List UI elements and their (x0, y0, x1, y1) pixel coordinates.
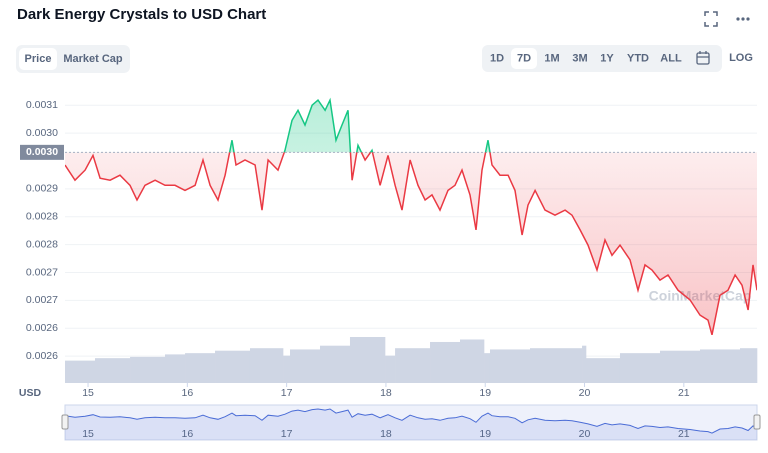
y-tick-label: 0.0031 (26, 99, 58, 111)
range-label[interactable]: 1D (490, 52, 504, 64)
navigator-tick-label: 16 (181, 428, 193, 440)
navigator-area (65, 409, 757, 440)
navigator-tick-label: 18 (380, 428, 392, 440)
volume-bar (283, 355, 291, 383)
range-label[interactable]: 7D (517, 52, 531, 64)
x-tick-label: 16 (181, 387, 193, 399)
volume-bar (185, 353, 216, 383)
volume-bar (164, 354, 186, 383)
y-tick-label: 0.0029 (26, 183, 58, 195)
log-label[interactable]: LOG (729, 52, 753, 64)
y-tick-label: 0.0027 (26, 266, 58, 278)
calendar-icon[interactable] (696, 51, 710, 65)
volume-bar (740, 348, 758, 383)
volume-bar (489, 349, 531, 383)
volume-bar (215, 350, 251, 383)
volume-bar (319, 345, 351, 383)
range-label[interactable]: 1M (544, 52, 559, 64)
volume-bar (130, 356, 166, 383)
chart-title: Dark Energy Crystals to USD Chart (17, 6, 266, 23)
volume-bar (430, 341, 461, 383)
navigator-tick-label: 15 (82, 428, 94, 440)
price-line-down (65, 152, 757, 335)
x-tick-label: 19 (479, 387, 491, 399)
y-tick-label: 0.0028 (26, 211, 58, 223)
volume-bar (94, 358, 131, 383)
range-group (482, 45, 722, 72)
toggle-selected (19, 48, 57, 70)
reference-label: 0.0030 (26, 146, 58, 158)
volume-bar (395, 348, 431, 383)
area-down (65, 152, 757, 335)
more-icon[interactable] (736, 17, 750, 21)
x-tick-label: 20 (579, 387, 591, 399)
navigator-tick-label: 19 (479, 428, 491, 440)
range-label[interactable]: 1Y (600, 52, 614, 64)
volume-bar (65, 360, 96, 383)
y-tick-label: 0.0026 (26, 322, 58, 334)
navigator-handle[interactable] (61, 414, 69, 430)
toggle-label[interactable]: Price (25, 53, 52, 65)
volume-bar (700, 349, 741, 383)
navigator-tick-label: 17 (281, 428, 293, 440)
y-tick-label: 0.0027 (26, 294, 58, 306)
volume-bar (249, 348, 284, 383)
volume-bar (586, 358, 621, 383)
navigator-tick-label: 20 (579, 428, 591, 440)
volume-bar (530, 348, 583, 383)
y-tick-label: 0.0026 (26, 350, 58, 362)
volume-bar (460, 339, 485, 383)
reference-badge (20, 144, 64, 160)
toggle-label[interactable]: Market Cap (63, 53, 123, 65)
volume-bar (385, 355, 396, 383)
x-tick-label: 17 (281, 387, 293, 399)
range-label[interactable]: ALL (660, 52, 682, 64)
range-label[interactable]: YTD (627, 52, 649, 64)
volume-bar (349, 337, 386, 383)
range-selected (511, 48, 537, 69)
volume-bar (582, 345, 587, 383)
currency-label: USD (19, 387, 42, 399)
x-tick-label: 21 (678, 387, 690, 399)
log-button[interactable] (726, 45, 756, 72)
expand-icon[interactable] (704, 11, 718, 27)
navigator-handle[interactable] (753, 414, 761, 430)
navigator-line (64, 408, 758, 434)
y-tick-label: 0.0028 (26, 238, 58, 250)
volume-bar (484, 353, 491, 383)
y-tick-label: 0.0030 (26, 127, 58, 139)
x-tick-label: 18 (380, 387, 392, 399)
volume-bar (619, 353, 661, 383)
x-tick-label: 15 (82, 387, 94, 399)
range-label[interactable]: 3M (572, 52, 587, 64)
navigator-tick-label: 21 (678, 428, 690, 440)
volume-bar (659, 350, 701, 383)
volume-bar (290, 349, 321, 383)
